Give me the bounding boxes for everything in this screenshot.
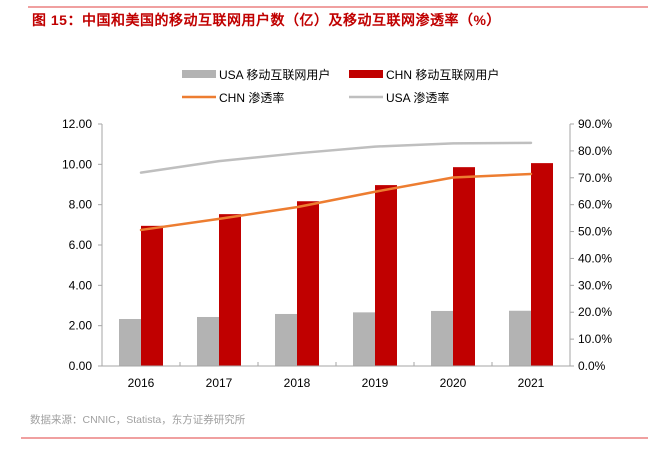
legend-item-chn-penetration: CHN 渗透率	[182, 90, 284, 105]
line-chn-penetration	[139, 172, 533, 232]
left-tick-label: 12.00	[62, 117, 92, 131]
bar-usa-2017	[197, 316, 219, 366]
bar-chn-2021	[531, 163, 553, 366]
legend-label: USA 移动互联网用户	[219, 67, 330, 82]
figure-title: 图 15：中国和美国的移动互联网用户数（亿）及移动互联网渗透率（%）	[32, 12, 501, 28]
right-tick-label: 70.0%	[578, 171, 612, 185]
bar-chn-2016	[141, 225, 163, 366]
right-tick-label: 30.0%	[578, 278, 612, 292]
right-tick-label: 0.0%	[578, 359, 606, 373]
line-usa-penetration	[139, 141, 533, 174]
bars	[119, 163, 553, 366]
lines	[139, 141, 533, 232]
x-tick-label: 2021	[518, 376, 545, 390]
legend-label: CHN 移动互联网用户	[386, 67, 499, 82]
right-tick-label: 60.0%	[578, 198, 612, 212]
footer-rule	[21, 437, 648, 439]
legend-label: USA 渗透率	[386, 90, 449, 105]
left-tick-label: 10.00	[62, 157, 92, 171]
bar-chn-2020	[453, 167, 475, 366]
bar-usa-2021	[509, 310, 531, 366]
legend-swatch	[182, 70, 216, 78]
legend-item-chn-users: CHN 移动互联网用户	[349, 67, 499, 82]
legend: USA 移动互联网用户 CHN 移动互联网用户 CHN 渗透率 USA 渗透率	[182, 67, 499, 105]
bar-chn-2019	[375, 185, 397, 366]
left-tick-label: 2.00	[69, 319, 93, 333]
bar-usa-2016	[119, 319, 141, 366]
x-tick-label: 2019	[362, 376, 389, 390]
right-tick-label: 20.0%	[578, 305, 612, 319]
left-tick-label: 8.00	[69, 198, 93, 212]
right-tick-label: 90.0%	[578, 117, 612, 131]
left-tick-label: 6.00	[69, 238, 93, 252]
legend-item-usa-users: USA 移动互联网用户	[182, 67, 330, 82]
legend-item-usa-penetration: USA 渗透率	[349, 90, 449, 105]
right-tick-label: 40.0%	[578, 251, 612, 265]
left-tick-label: 0.00	[69, 359, 93, 373]
title-rule	[28, 6, 648, 8]
right-tick-label: 10.0%	[578, 332, 612, 346]
axes: 0.00 2.00 4.00 6.00 8.00 10.00 12.00 0.0% 10.0% 2…	[62, 117, 612, 390]
bar-usa-2020	[431, 310, 453, 366]
bar-chn-2017	[219, 214, 241, 366]
left-tick-label: 4.00	[69, 278, 93, 292]
x-tick-label: 2020	[440, 376, 467, 390]
bar-usa-2019	[353, 312, 375, 366]
right-tick-label: 80.0%	[578, 144, 612, 158]
x-tick-label: 2018	[284, 376, 311, 390]
right-tick-label: 50.0%	[578, 225, 612, 239]
source-note: 数据来源：CNNIC，Statista，东方证券研究所	[30, 414, 246, 426]
bar-chn-2018	[297, 201, 319, 366]
legend-label: CHN 渗透率	[219, 90, 284, 105]
x-tick-label: 2017	[206, 376, 233, 390]
legend-swatch	[349, 70, 383, 78]
bar-usa-2018	[275, 313, 297, 366]
x-tick-label: 2016	[128, 376, 155, 390]
